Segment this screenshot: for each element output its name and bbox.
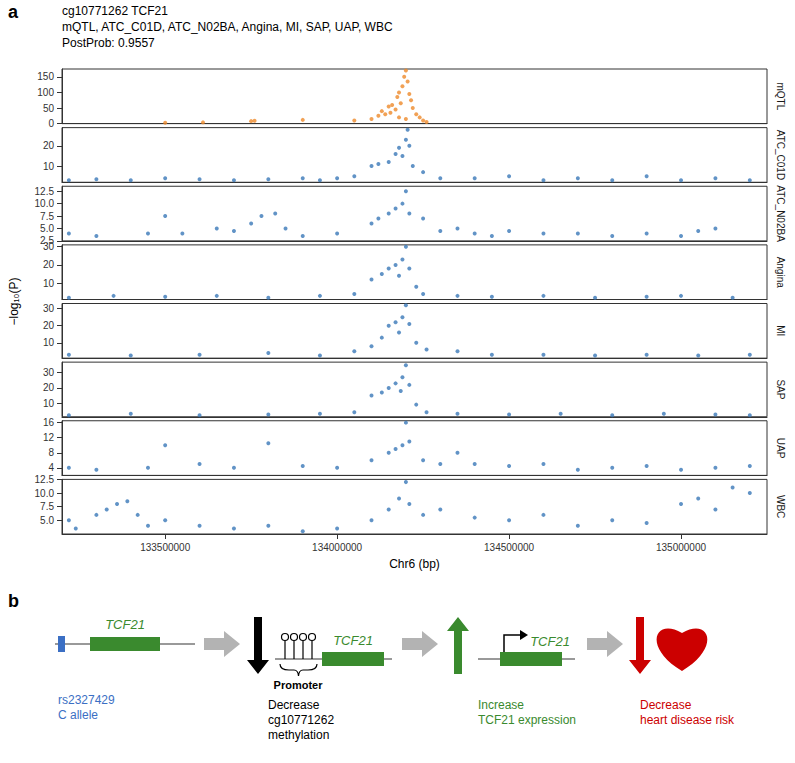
svg-text:Angina: Angina xyxy=(775,257,786,289)
svg-text:7.5: 7.5 xyxy=(40,501,54,512)
svg-text:10: 10 xyxy=(43,161,55,172)
svg-text:Chr6 (bp): Chr6 (bp) xyxy=(389,557,440,571)
svg-text:12.5: 12.5 xyxy=(35,186,55,197)
svg-text:30: 30 xyxy=(43,303,55,314)
svg-text:MI: MI xyxy=(775,325,786,336)
svg-text:0: 0 xyxy=(48,118,54,129)
svg-text:rs2327429: rs2327429 xyxy=(58,693,115,707)
svg-text:20: 20 xyxy=(43,259,55,270)
svg-text:50: 50 xyxy=(43,103,55,114)
svg-text:5.0: 5.0 xyxy=(40,223,54,234)
svg-text:cg10771262: cg10771262 xyxy=(268,713,334,727)
svg-text:12: 12 xyxy=(43,432,55,443)
svg-text:133500000: 133500000 xyxy=(140,542,190,553)
svg-text:20: 20 xyxy=(43,320,55,331)
svg-text:134500000: 134500000 xyxy=(484,542,534,553)
svg-text:12.5: 12.5 xyxy=(35,474,55,485)
svg-text:Increase: Increase xyxy=(478,698,524,712)
svg-text:WBC: WBC xyxy=(775,495,786,518)
svg-text:135000000: 135000000 xyxy=(656,542,706,553)
svg-text:100: 100 xyxy=(37,87,54,98)
svg-text:TCF21: TCF21 xyxy=(333,633,373,648)
svg-text:10: 10 xyxy=(43,398,55,409)
svg-text:methylation: methylation xyxy=(268,728,329,742)
svg-text:Promoter: Promoter xyxy=(274,679,324,691)
svg-text:20: 20 xyxy=(43,140,55,151)
svg-text:Decrease: Decrease xyxy=(268,698,320,712)
svg-text:5.0: 5.0 xyxy=(40,515,54,526)
svg-text:134000000: 134000000 xyxy=(312,542,362,553)
svg-text:10: 10 xyxy=(43,337,55,348)
svg-text:10: 10 xyxy=(43,278,55,289)
svg-text:Decrease: Decrease xyxy=(640,698,692,712)
svg-text:20: 20 xyxy=(43,382,55,393)
svg-text:TCF21: TCF21 xyxy=(530,634,570,649)
svg-text:mQTL: mQTL xyxy=(775,82,786,110)
svg-text:ATC_C01D: ATC_C01D xyxy=(775,130,786,180)
svg-text:10.0: 10.0 xyxy=(35,488,55,499)
html-text:mQTL, ATC_C01D, ATC_N02BA, Ang: mQTL, ATC_C01D, ATC_N02BA, Angina, MI, S… xyxy=(62,20,393,34)
svg-text:UAP: UAP xyxy=(775,438,786,459)
html-text:PostProb: 0.9557: PostProb: 0.9557 xyxy=(62,36,155,50)
svg-text:8: 8 xyxy=(48,447,54,458)
svg-text:SAP: SAP xyxy=(775,379,786,399)
svg-text:30: 30 xyxy=(43,241,55,252)
svg-text:b: b xyxy=(8,591,19,611)
html-text:a: a xyxy=(8,2,18,22)
svg-text:150: 150 xyxy=(37,71,54,82)
svg-text:TCF21: TCF21 xyxy=(105,617,145,632)
html-text:cg10771262 TCF21: cg10771262 TCF21 xyxy=(62,4,168,18)
svg-text:16: 16 xyxy=(43,417,55,428)
svg-text:4: 4 xyxy=(48,462,54,473)
svg-text:30: 30 xyxy=(43,367,55,378)
svg-text:7.5: 7.5 xyxy=(40,211,54,222)
svg-text:TCF21 expression: TCF21 expression xyxy=(478,713,576,727)
svg-text:C allele: C allele xyxy=(58,708,98,722)
svg-text:10.0: 10.0 xyxy=(35,198,55,209)
svg-text:−log₁₀(P): −log₁₀(P) xyxy=(7,277,21,325)
svg-text:heart disease risk: heart disease risk xyxy=(640,713,735,727)
svg-text:ATC_N02BA: ATC_N02BA xyxy=(775,185,786,242)
